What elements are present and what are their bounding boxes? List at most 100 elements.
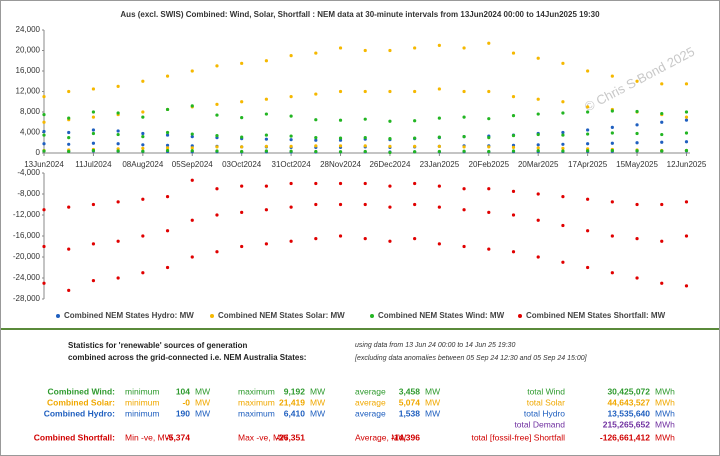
point — [388, 150, 392, 155]
point — [67, 205, 71, 209]
point — [67, 116, 71, 120]
point — [462, 145, 466, 149]
point — [487, 136, 491, 140]
x-tick-label: 13Jun2024 — [24, 160, 64, 169]
stats-heading: combined across the grid-connected i.e. … — [68, 353, 306, 362]
point — [190, 135, 194, 139]
point — [67, 136, 71, 140]
point — [462, 135, 466, 139]
point — [363, 149, 367, 154]
point — [561, 100, 565, 104]
point — [413, 150, 417, 154]
y-tick-label: 0 — [36, 148, 41, 157]
point — [388, 48, 392, 53]
point — [536, 255, 540, 259]
stat-cell: average — [355, 386, 386, 396]
stat-cell: total Wind — [527, 386, 565, 396]
stat-cell: average — [355, 397, 386, 407]
point — [165, 130, 170, 135]
point — [338, 144, 343, 148]
point — [314, 144, 318, 148]
y-tick-label: -12,000 — [13, 210, 41, 219]
stat-cell: 30,425,072 — [607, 386, 650, 396]
point — [511, 213, 516, 217]
point — [388, 89, 392, 94]
point — [141, 79, 145, 83]
point — [215, 187, 219, 191]
point — [141, 197, 145, 201]
point — [240, 100, 244, 104]
point — [586, 110, 590, 114]
point — [116, 111, 120, 115]
point — [165, 146, 170, 150]
point — [536, 143, 540, 147]
point — [586, 265, 590, 270]
stat-cell: MW — [310, 408, 325, 418]
chart-title: Aus (excl. SWIS) Combined: Wind, Solar, … — [120, 10, 600, 19]
stat-cell: total Hydro — [524, 408, 565, 418]
point — [264, 97, 268, 101]
point — [289, 149, 293, 153]
stat-cell: maximum — [238, 386, 275, 396]
point — [116, 84, 120, 88]
point — [289, 205, 293, 209]
point — [660, 140, 664, 144]
point — [91, 148, 96, 153]
stat-cell: MW — [195, 397, 210, 407]
y-tick-label: -16,000 — [13, 231, 41, 240]
point — [91, 202, 96, 207]
point — [388, 144, 392, 148]
point — [561, 111, 565, 115]
point — [363, 117, 367, 121]
point — [190, 132, 194, 136]
point — [413, 89, 417, 94]
point — [388, 205, 392, 209]
point — [561, 260, 565, 264]
point — [338, 181, 343, 186]
point — [610, 125, 614, 129]
point — [116, 129, 120, 133]
point — [314, 202, 318, 207]
legend-label: Combined NEM States Wind: MW — [378, 311, 505, 320]
stat-cell: MW — [310, 386, 325, 396]
point — [684, 82, 689, 86]
point — [462, 208, 466, 212]
point — [610, 271, 614, 275]
stat-cell: MWh — [655, 419, 675, 429]
point — [511, 250, 516, 254]
point — [141, 146, 145, 150]
point — [141, 143, 145, 147]
point — [487, 117, 491, 121]
point — [264, 149, 268, 153]
point — [215, 145, 219, 149]
point — [240, 116, 244, 120]
point — [116, 276, 120, 280]
point — [635, 109, 639, 114]
point — [610, 200, 614, 204]
point — [165, 229, 170, 233]
point — [240, 135, 244, 139]
point — [67, 247, 71, 251]
point — [141, 271, 145, 275]
stat-cell: -14,396 — [391, 432, 420, 442]
stat-cell: Min -ve, MW — [125, 432, 173, 442]
point — [42, 95, 46, 99]
point — [363, 136, 367, 140]
point — [338, 202, 343, 207]
stat-cell: 215,265,652 — [603, 419, 651, 429]
y-tick-label: 24,000 — [16, 25, 41, 34]
point — [314, 118, 318, 122]
point — [437, 116, 441, 120]
point — [141, 135, 145, 139]
point — [42, 129, 46, 134]
point — [67, 130, 71, 135]
y-tick-label: -20,000 — [13, 252, 41, 261]
stat-cell: 3,458 — [399, 386, 421, 396]
point — [67, 149, 71, 154]
point — [586, 69, 590, 73]
point — [684, 284, 689, 288]
point — [165, 265, 170, 270]
stat-cell: total Demand — [514, 419, 565, 429]
point — [511, 133, 516, 138]
point — [635, 141, 639, 145]
